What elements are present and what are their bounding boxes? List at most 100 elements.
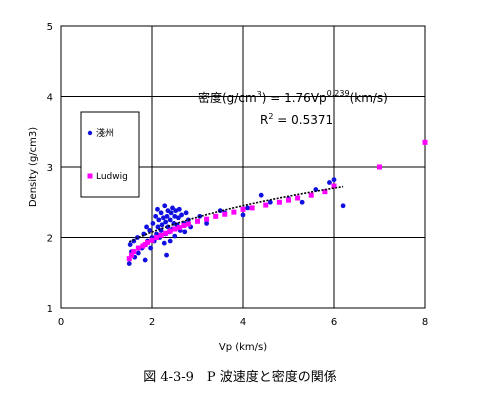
point-series-1-53 — [183, 210, 189, 216]
point-series-2-22 — [249, 205, 255, 211]
legend-label-series-2: Ludwig — [96, 172, 128, 182]
point-series-1-0 — [126, 261, 132, 266]
point-series-2-15 — [185, 221, 191, 227]
data-series — [126, 139, 428, 266]
point-series-2-27 — [308, 192, 314, 198]
point-series-2-30 — [377, 164, 382, 170]
y-tick-label-1: 2 — [47, 234, 53, 245]
point-series-2-13 — [176, 225, 182, 231]
point-series-2-25 — [286, 197, 291, 203]
point-series-1-41 — [170, 205, 175, 211]
point-series-1-44 — [172, 233, 178, 239]
point-series-2-28 — [322, 189, 328, 195]
y-tick-labels: 1 2 3 4 5 — [47, 22, 53, 315]
x-tick-label-1: 2 — [149, 317, 155, 328]
y-tick-label-0: 1 — [47, 304, 53, 315]
point-series-1-33 — [164, 213, 170, 219]
x-tick-label-3: 6 — [331, 317, 337, 328]
point-series-1-6 — [135, 250, 141, 256]
point-series-1-37 — [167, 217, 173, 223]
r2-prefix: R — [260, 113, 268, 127]
point-series-1-21 — [155, 224, 161, 230]
point-series-2-0 — [126, 256, 132, 262]
equation-mid: ) = 1.76Vp — [262, 91, 327, 105]
point-series-2-26 — [295, 195, 301, 201]
point-series-2-16 — [195, 218, 200, 224]
point-series-1-32 — [164, 252, 169, 258]
point-series-1-13 — [147, 228, 153, 233]
point-series-2-17 — [204, 216, 210, 222]
point-series-2-8 — [154, 235, 160, 240]
point-series-1-39 — [168, 210, 174, 216]
point-series-2-11 — [167, 228, 173, 234]
point-series-1-38 — [167, 238, 173, 244]
r-squared-label: R2 = 0.5371 — [260, 112, 333, 127]
point-series-1-25 — [158, 210, 164, 216]
x-tick-label-4: 8 — [422, 317, 428, 328]
point-series-1-11 — [144, 224, 149, 230]
point-series-2-23 — [263, 202, 269, 208]
point-series-1-63 — [267, 199, 273, 205]
point-series-1-1 — [127, 242, 133, 247]
point-series-1-22 — [156, 217, 162, 223]
x-tick-labels: 0 2 4 6 8 — [58, 317, 428, 328]
r2-value: = 0.5371 — [273, 113, 333, 127]
figure-caption: 図 4-3-9 P 波速度と密度の関係 — [143, 369, 337, 385]
point-series-1-43 — [172, 213, 178, 219]
point-series-2-1 — [129, 252, 135, 258]
legend-box — [80, 111, 140, 198]
point-series-1-45 — [173, 208, 179, 214]
point-series-2-29 — [331, 183, 337, 189]
y-tick-label-4: 5 — [47, 22, 53, 33]
x-axis-title: Vp (km/s) — [219, 342, 267, 353]
point-series-1-14 — [148, 245, 154, 251]
legend-label-series-1: 淺州 — [96, 127, 114, 139]
point-series-1-52 — [182, 229, 188, 235]
y-tick-label-3: 4 — [47, 93, 53, 104]
point-series-2-20 — [231, 209, 237, 215]
point-series-1-62 — [258, 192, 264, 198]
point-series-2-10 — [163, 230, 169, 236]
point-series-2-9 — [158, 232, 164, 238]
point-series-1-68 — [331, 177, 337, 183]
point-series-2-18 — [213, 213, 219, 219]
trendline — [128, 185, 344, 243]
point-series-1-47 — [175, 215, 181, 221]
point-series-1-69 — [340, 203, 346, 209]
x-tick-label-2: 4 — [240, 317, 246, 328]
point-series-2-21 — [240, 206, 246, 212]
point-series-1-27 — [160, 215, 166, 221]
equation-exponent: 0.239 — [327, 89, 350, 98]
y-axis-title: Density (g/cm3) — [28, 127, 39, 207]
point-series-2-3 — [135, 245, 141, 251]
point-series-1-67 — [327, 180, 332, 185]
equation-prefix: 密度(g/cm — [198, 90, 257, 105]
regression-equation: 密度(g/cm3) = 1.76Vp0.239(km/s) — [198, 89, 388, 105]
legend: 淺州 Ludwig — [80, 111, 140, 198]
r2-sup: 2 — [268, 112, 273, 121]
point-series-2-24 — [276, 199, 282, 205]
point-series-1-20 — [155, 206, 160, 212]
point-series-2-2 — [131, 249, 137, 255]
legend-marker-series-1 — [87, 130, 93, 136]
point-series-1-50 — [179, 212, 184, 218]
point-series-1-10 — [142, 257, 148, 263]
point-series-1-29 — [162, 203, 168, 209]
series-2 — [126, 139, 428, 262]
point-series-1-18 — [153, 213, 159, 219]
point-series-2-19 — [222, 211, 228, 217]
point-series-1-28 — [161, 240, 167, 246]
point-series-1-61 — [245, 205, 250, 211]
x-tick-label-0: 0 — [58, 317, 64, 328]
point-series-2-7 — [149, 237, 155, 243]
point-series-1-48 — [176, 206, 182, 212]
legend-marker-series-2 — [87, 173, 93, 179]
grid-lines — [60, 25, 426, 309]
point-series-1-57 — [204, 221, 210, 226]
point-series-2-12 — [172, 226, 178, 232]
point-series-1-60 — [240, 212, 246, 218]
point-series-2-14 — [181, 223, 187, 229]
point-series-2-6 — [144, 239, 150, 245]
y-tick-label-2: 3 — [47, 163, 53, 174]
